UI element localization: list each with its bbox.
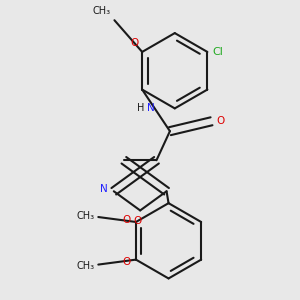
Text: O: O: [123, 256, 131, 267]
Text: Cl: Cl: [212, 47, 223, 57]
Text: O: O: [133, 216, 141, 226]
Text: O: O: [130, 38, 138, 48]
Text: CH₃: CH₃: [76, 211, 94, 221]
Text: N: N: [147, 103, 155, 113]
Text: CH₃: CH₃: [76, 261, 94, 271]
Text: N: N: [100, 184, 108, 194]
Text: CH₃: CH₃: [92, 6, 110, 16]
Text: O: O: [217, 116, 225, 126]
Text: H: H: [137, 103, 144, 113]
Text: O: O: [123, 215, 131, 225]
